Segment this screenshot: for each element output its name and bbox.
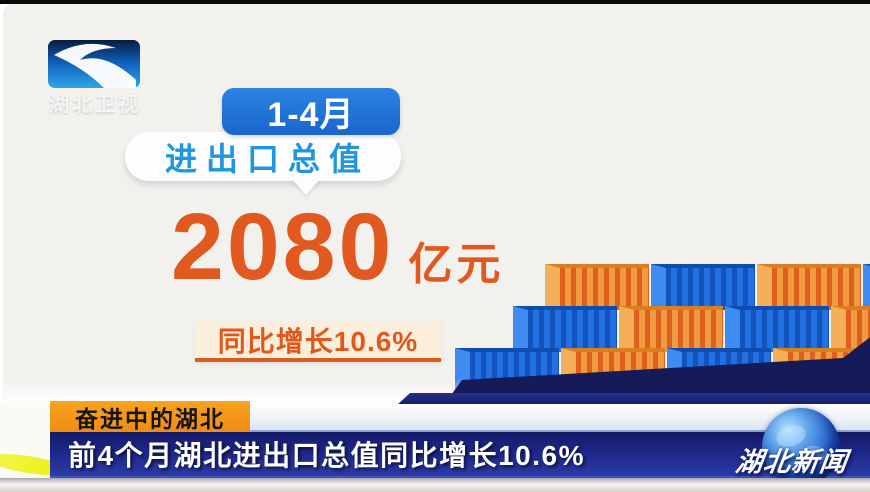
program-tag: 奋进中的湖北 — [50, 401, 250, 432]
bubble-tail — [293, 180, 319, 195]
headline-text: 前4个月湖北进出口总值同比增长10.6% — [68, 440, 585, 471]
growth-box: 同比增长10.6% — [195, 321, 441, 362]
container-top-4 — [863, 264, 870, 310]
lower-left-background — [0, 402, 50, 492]
letterbox-top — [0, 0, 870, 4]
container-mid-4 — [831, 306, 870, 352]
infographic-stage: 湖北卫视 进出口总值 1-4月 2080 亿元 同比增长10.6% — [3, 4, 870, 405]
bottom-strip — [0, 478, 870, 492]
news-logo-text: 湖北新闻 — [733, 447, 850, 477]
metric-bubble: 进出口总值 — [125, 132, 401, 181]
tv-logo-label: 湖北卫视 — [49, 94, 141, 116]
container-top-1 — [545, 264, 649, 310]
ship-hull-icon — [446, 337, 870, 405]
headline-banner: 前4个月湖北进出口总值同比增长10.6% — [50, 432, 870, 478]
container-top-3 — [757, 264, 861, 310]
container-mid-2 — [619, 306, 723, 352]
value-row: 2080 亿元 — [171, 200, 504, 295]
lower-third-top-band — [396, 393, 870, 406]
container-top-2 — [651, 264, 755, 310]
container-mid-3 — [725, 306, 829, 352]
hubei-tv-logo-icon — [48, 40, 140, 88]
globe-icon — [762, 408, 840, 486]
value-number: 2080 — [171, 194, 395, 300]
container-ship-illustration — [439, 252, 870, 405]
value-unit: 亿元 — [408, 240, 505, 289]
container-mid-1 — [513, 306, 617, 352]
period-badge: 1-4月 — [222, 88, 400, 135]
